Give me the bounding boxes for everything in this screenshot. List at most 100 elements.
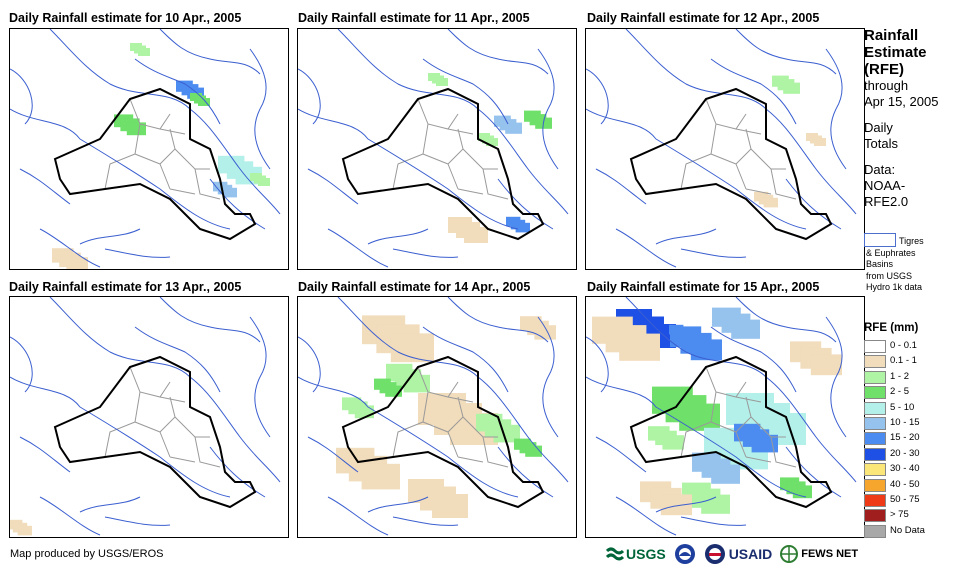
legend-item: 10 - 15 bbox=[864, 416, 920, 431]
river-basin-line bbox=[307, 48, 559, 205]
legend-swatch bbox=[864, 478, 886, 492]
province-boundary bbox=[417, 98, 464, 165]
rain-patch bbox=[525, 445, 542, 457]
country-border bbox=[53, 355, 257, 509]
province-boundary bbox=[129, 366, 176, 433]
rain-patch bbox=[711, 464, 740, 484]
rain-patch bbox=[678, 330, 693, 341]
legend-swatch bbox=[864, 370, 886, 384]
rain-patch bbox=[763, 197, 778, 208]
legend-item: 0 - 0.1 bbox=[864, 339, 918, 354]
river-basin-line bbox=[586, 68, 807, 230]
legend-item: 2 - 5 bbox=[864, 385, 918, 400]
through-label: through bbox=[864, 78, 909, 93]
map-frame bbox=[585, 296, 865, 538]
panel-title: Daily Rainfall estimate for 14 Apr., 200… bbox=[298, 280, 531, 294]
rain-patch bbox=[403, 374, 430, 393]
map-frame bbox=[297, 28, 577, 270]
rain-patch bbox=[432, 494, 468, 518]
province-boundary bbox=[159, 396, 221, 468]
fews-logo: FEWS NET bbox=[780, 545, 858, 563]
country-border bbox=[341, 355, 545, 509]
river-basin-line bbox=[39, 228, 171, 268]
rain-patch bbox=[354, 405, 374, 419]
rain-patch bbox=[660, 494, 692, 516]
river-basin-line bbox=[625, 297, 857, 483]
legend-label: 10 - 15 bbox=[890, 416, 920, 428]
legend-label: 30 - 40 bbox=[890, 463, 920, 475]
usaid-text: USAID bbox=[728, 546, 773, 562]
panel-title: Daily Rainfall estimate for 10 Apr., 200… bbox=[9, 11, 242, 25]
river-basin-line bbox=[79, 58, 221, 245]
legend-item: 15 - 20 bbox=[864, 431, 920, 446]
river-basin-line bbox=[586, 336, 807, 498]
rain-patch bbox=[17, 525, 32, 536]
river-basin-line bbox=[49, 297, 281, 483]
basin-legend-swatch bbox=[864, 233, 896, 247]
province-boundary bbox=[735, 396, 797, 468]
legend-label: 0.1 - 1 bbox=[890, 355, 917, 367]
legend-item: 30 - 40 bbox=[864, 462, 920, 477]
legend-label: 2 - 5 bbox=[890, 386, 910, 398]
rain-patch bbox=[690, 339, 722, 361]
rainfall-map bbox=[586, 297, 857, 536]
river-basin-line bbox=[735, 29, 842, 230]
river-basin-line bbox=[327, 228, 459, 268]
legend-label: 50 - 75 bbox=[890, 493, 920, 505]
legend-swatch bbox=[864, 340, 886, 353]
rainfall-map bbox=[586, 29, 857, 268]
river-basin-line bbox=[298, 68, 519, 230]
legend-swatch bbox=[864, 463, 886, 477]
province-boundary bbox=[447, 128, 509, 200]
province-boundary bbox=[104, 416, 210, 458]
province-boundary bbox=[705, 98, 752, 165]
river-basin-line bbox=[655, 58, 797, 245]
river-basin-line bbox=[49, 29, 281, 215]
legend-label: > 75 bbox=[890, 509, 909, 521]
legend-swatch bbox=[864, 524, 886, 538]
river-basin-line bbox=[367, 326, 509, 513]
legend-item: 20 - 30 bbox=[864, 447, 920, 462]
province-boundary bbox=[392, 148, 498, 190]
basin-line: Basins bbox=[866, 259, 894, 269]
country-border bbox=[53, 87, 257, 241]
river-basin-line bbox=[337, 297, 569, 483]
legend-label: 1 - 2 bbox=[890, 370, 910, 382]
rainfall-map bbox=[10, 29, 281, 269]
country-border bbox=[341, 87, 545, 241]
province-boundary bbox=[735, 128, 797, 200]
legend-swatch bbox=[864, 401, 886, 415]
data-source-1: NOAA- bbox=[864, 178, 906, 193]
legend-item: No Data bbox=[864, 524, 925, 539]
river-basin-line bbox=[10, 68, 231, 230]
map-credit: Map produced by USGS/EROS bbox=[10, 548, 164, 560]
legend-swatch bbox=[864, 493, 886, 507]
heading-line: Estimate bbox=[864, 44, 927, 61]
usaid-seal-icon bbox=[704, 544, 725, 564]
legend-label: 5 - 10 bbox=[890, 401, 915, 413]
map-frame bbox=[585, 28, 865, 270]
rain-patch bbox=[198, 98, 210, 106]
fews-globe-icon bbox=[780, 545, 799, 563]
rainfall-map bbox=[298, 297, 569, 536]
panel-title: Daily Rainfall estimate for 12 Apr., 200… bbox=[587, 11, 820, 25]
usgs-logo: USGS bbox=[606, 545, 666, 563]
river-basin-line bbox=[298, 336, 519, 498]
usgs-text: USGS bbox=[626, 546, 666, 562]
legend-swatch bbox=[864, 416, 886, 430]
river-basin-line bbox=[39, 496, 171, 536]
rain-patch bbox=[436, 78, 448, 86]
river-basin-line bbox=[10, 336, 231, 498]
map-frame bbox=[297, 296, 577, 538]
province-boundary bbox=[680, 148, 786, 190]
daily-label: Daily bbox=[864, 120, 893, 135]
sidebar-title-block: Rainfall Estimate (RFE) through Apr 15, … bbox=[864, 27, 964, 210]
legend-swatch bbox=[864, 386, 886, 400]
river-basin-line bbox=[615, 496, 747, 536]
legend-swatch bbox=[864, 355, 886, 369]
legend-swatch bbox=[864, 447, 886, 461]
rain-patch bbox=[814, 138, 826, 146]
rain-patch bbox=[662, 435, 684, 450]
rain-patch bbox=[222, 187, 237, 198]
totals-label: Totals bbox=[864, 136, 898, 151]
